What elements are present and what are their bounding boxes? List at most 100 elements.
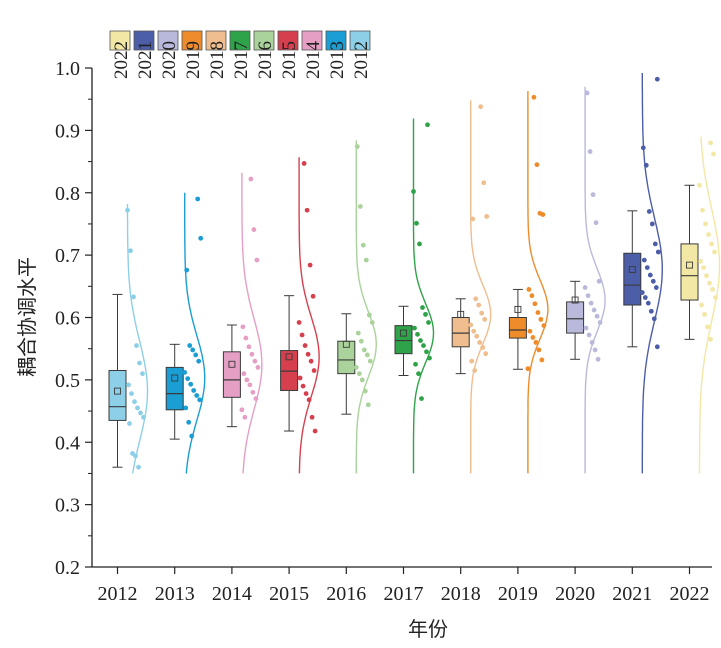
box bbox=[623, 252, 642, 306]
data-point bbox=[134, 343, 139, 348]
x-tick-label: 2017 bbox=[384, 583, 424, 605]
density-curve bbox=[126, 204, 149, 474]
data-point bbox=[645, 300, 651, 306]
data-point bbox=[421, 343, 426, 348]
legend-label-2016: 2016 bbox=[255, 41, 276, 79]
y-tick-label: 0.6 bbox=[55, 308, 80, 330]
data-point bbox=[702, 311, 707, 317]
data-point bbox=[240, 324, 246, 330]
data-point bbox=[587, 149, 593, 154]
data-point bbox=[196, 358, 202, 364]
density-curve bbox=[698, 136, 721, 474]
data-point bbox=[138, 410, 143, 416]
box bbox=[108, 370, 127, 421]
x-tick-label: 2016 bbox=[326, 583, 366, 605]
data-point bbox=[471, 328, 477, 334]
data-point bbox=[644, 265, 650, 270]
data-point bbox=[296, 320, 302, 325]
series-2021 bbox=[623, 73, 664, 474]
data-point bbox=[190, 347, 196, 353]
box bbox=[222, 351, 241, 398]
legend-swatch-2022 bbox=[109, 30, 131, 51]
data-point bbox=[468, 322, 474, 328]
data-point bbox=[303, 391, 309, 396]
density-curve bbox=[241, 172, 263, 474]
data-point bbox=[415, 331, 420, 337]
y-tick-label: 0.8 bbox=[55, 183, 80, 205]
mean-marker bbox=[400, 329, 407, 337]
data-point bbox=[653, 285, 659, 290]
data-point bbox=[310, 293, 316, 299]
data-point bbox=[586, 332, 592, 338]
data-point bbox=[482, 316, 488, 322]
data-point bbox=[417, 241, 422, 247]
y-tick-label: 0.3 bbox=[55, 495, 80, 517]
legend-swatch-2021 bbox=[133, 30, 155, 51]
legend-label-2019: 2019 bbox=[183, 41, 204, 79]
data-point bbox=[367, 358, 373, 364]
density-curve bbox=[298, 157, 320, 474]
series-2018 bbox=[451, 100, 492, 474]
data-point bbox=[707, 280, 712, 286]
box bbox=[280, 350, 299, 391]
data-point bbox=[128, 248, 133, 254]
data-point bbox=[473, 296, 479, 302]
data-point bbox=[526, 287, 532, 292]
x-tick-label: 2022 bbox=[670, 583, 710, 605]
data-point bbox=[358, 338, 364, 344]
box bbox=[451, 317, 470, 348]
mean-marker bbox=[628, 266, 636, 273]
data-point bbox=[483, 351, 489, 357]
data-point bbox=[413, 361, 418, 367]
legend-swatch-2013 bbox=[325, 30, 347, 51]
data-point bbox=[308, 358, 314, 364]
data-point bbox=[538, 316, 544, 322]
data-point bbox=[470, 216, 476, 222]
data-point bbox=[534, 162, 540, 168]
mean-marker bbox=[457, 310, 465, 318]
mean-marker bbox=[285, 353, 293, 361]
legend-swatch-2017 bbox=[229, 30, 251, 51]
data-point bbox=[131, 294, 136, 300]
y-tick-label: 0.5 bbox=[55, 370, 80, 392]
legend-label-2013: 2013 bbox=[327, 41, 348, 79]
box bbox=[508, 317, 527, 339]
data-point bbox=[300, 383, 306, 389]
legend-label-2015: 2015 bbox=[279, 41, 300, 79]
data-point bbox=[641, 257, 647, 263]
data-point bbox=[309, 414, 315, 420]
legend-label-2012: 2012 bbox=[351, 41, 372, 79]
data-point bbox=[584, 90, 590, 96]
data-point bbox=[182, 369, 188, 375]
data-point bbox=[126, 382, 131, 388]
data-point bbox=[654, 76, 660, 82]
density-curve bbox=[355, 140, 378, 474]
data-point bbox=[588, 300, 594, 306]
data-point bbox=[469, 358, 475, 364]
x-axis-label: 年份 bbox=[408, 617, 448, 641]
legend-swatch-2018 bbox=[205, 30, 227, 51]
series-2017 bbox=[394, 118, 435, 474]
data-point bbox=[188, 381, 194, 387]
data-point bbox=[706, 232, 711, 237]
y-tick-label: 0.2 bbox=[55, 557, 80, 579]
x-tick-label: 2019 bbox=[498, 583, 538, 605]
mean-marker bbox=[171, 374, 179, 382]
data-point bbox=[652, 241, 658, 247]
legend: 2022 2021 2020 2019 2018 2017 2016 2015 2014 2013… bbox=[109, 30, 372, 79]
data-point bbox=[299, 332, 305, 338]
data-point bbox=[360, 242, 366, 248]
series-2022 bbox=[680, 136, 721, 474]
data-point bbox=[243, 335, 249, 341]
data-point bbox=[252, 358, 258, 364]
data-point bbox=[654, 344, 660, 350]
legend-swatch-2015 bbox=[277, 30, 299, 51]
data-point bbox=[304, 207, 310, 213]
data-point bbox=[539, 357, 545, 363]
data-point bbox=[244, 377, 250, 383]
data-point bbox=[646, 209, 652, 214]
data-point bbox=[709, 241, 714, 247]
y-tick-label: 1.0 bbox=[55, 58, 80, 80]
density-curve bbox=[641, 73, 664, 474]
data-point bbox=[364, 352, 370, 358]
